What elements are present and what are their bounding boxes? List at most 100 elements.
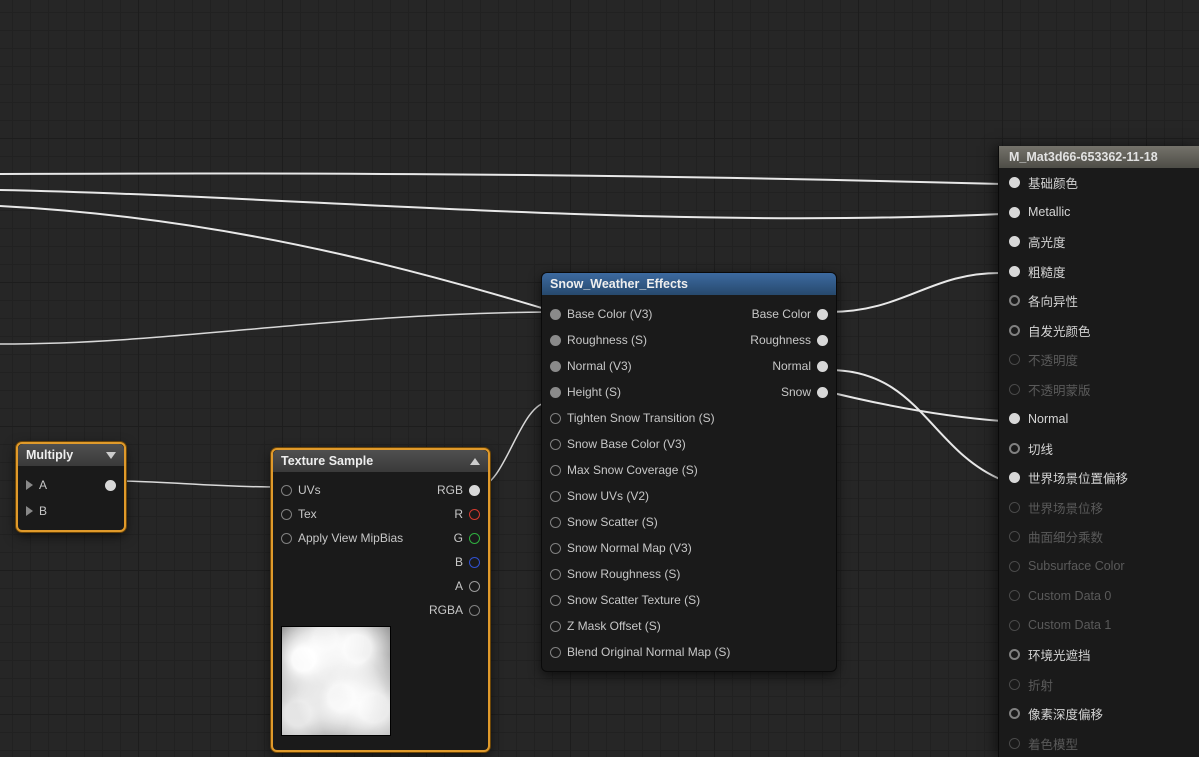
input-pin[interactable] <box>1009 472 1020 483</box>
input-pin[interactable] <box>1009 413 1020 424</box>
input-row-b[interactable]: B <box>18 498 124 524</box>
output-pin[interactable] <box>817 309 828 320</box>
node-multiply[interactable]: Multiply A B <box>16 442 126 532</box>
pin-row[interactable]: Snow UVs (V2) <box>542 483 836 509</box>
material-input-row[interactable]: Metallic <box>999 198 1199 228</box>
material-input-row[interactable]: 着色模型 <box>999 729 1199 757</box>
input-pin[interactable] <box>1009 236 1020 247</box>
material-input-row[interactable]: Custom Data 1 <box>999 611 1199 641</box>
input-pin[interactable] <box>550 361 561 372</box>
pin-row[interactable]: Snow Normal Map (V3) <box>542 535 836 561</box>
input-pin[interactable] <box>550 335 561 346</box>
input-pin[interactable] <box>550 309 561 320</box>
input-pin[interactable] <box>1009 738 1020 749</box>
node-header[interactable]: M_Mat3d66-653362-11-18 <box>999 146 1199 168</box>
node-graph-canvas[interactable]: Multiply A B Texture Sample UVs RGB <box>0 0 1199 757</box>
input-pin[interactable] <box>550 621 561 632</box>
material-input-row[interactable]: 环境光遮挡 <box>999 640 1199 670</box>
input-pin[interactable] <box>1009 502 1020 513</box>
material-input-row[interactable]: 像素深度偏移 <box>999 699 1199 729</box>
input-pin[interactable] <box>1009 561 1020 572</box>
row-uvs[interactable]: UVs RGB <box>273 478 488 502</box>
collapse-icon[interactable] <box>106 452 116 459</box>
material-input-row[interactable]: 高光度 <box>999 227 1199 257</box>
input-pin[interactable] <box>550 543 561 554</box>
output-pin-b[interactable] <box>469 557 480 568</box>
output-pin[interactable] <box>105 480 116 491</box>
input-pin[interactable] <box>550 387 561 398</box>
material-input-row[interactable]: 折射 <box>999 670 1199 700</box>
pin-row[interactable]: Snow Scatter Texture (S) <box>542 587 836 613</box>
material-input-row[interactable]: 基础颜色 <box>999 168 1199 198</box>
material-input-row[interactable]: 不透明蒙版 <box>999 375 1199 405</box>
input-pin[interactable] <box>550 517 561 528</box>
input-pin[interactable] <box>1009 649 1020 660</box>
pin-row[interactable]: Snow Roughness (S) <box>542 561 836 587</box>
pin-row[interactable]: Z Mask Offset (S) <box>542 613 836 639</box>
material-input-row[interactable]: Subsurface Color <box>999 552 1199 582</box>
output-pin-r[interactable] <box>469 509 480 520</box>
material-input-row[interactable]: 世界场景位置偏移 <box>999 463 1199 493</box>
pin-row[interactable]: Normal (V3)Normal <box>542 353 836 379</box>
output-pin-g[interactable] <box>469 533 480 544</box>
pin-row[interactable]: Roughness (S)Roughness <box>542 327 836 353</box>
node-texture-sample[interactable]: Texture Sample UVs RGB Tex R Apply View … <box>271 448 490 752</box>
input-pin[interactable] <box>1009 590 1020 601</box>
input-pin[interactable] <box>281 533 292 544</box>
input-pin[interactable] <box>550 491 561 502</box>
node-header[interactable]: Multiply <box>18 444 124 466</box>
material-input-row[interactable]: 自发光颜色 <box>999 316 1199 346</box>
input-pin[interactable] <box>1009 325 1020 336</box>
output-pin-a[interactable] <box>469 581 480 592</box>
pin-row[interactable]: Tighten Snow Transition (S) <box>542 405 836 431</box>
input-pin[interactable] <box>1009 708 1020 719</box>
input-pin[interactable] <box>550 413 561 424</box>
row-a-out[interactable]: A <box>273 574 488 598</box>
material-input-row[interactable]: Normal <box>999 404 1199 434</box>
pin-row[interactable]: Snow Scatter (S) <box>542 509 836 535</box>
pin-row[interactable]: Max Snow Coverage (S) <box>542 457 836 483</box>
input-pin[interactable] <box>1009 443 1020 454</box>
row-mipbias[interactable]: Apply View MipBias G <box>273 526 488 550</box>
pin-row[interactable]: Height (S)Snow <box>542 379 836 405</box>
row-b-out[interactable]: B <box>273 550 488 574</box>
input-pin[interactable] <box>550 595 561 606</box>
node-snow-weather-effects[interactable]: Snow_Weather_Effects Base Color (V3)Base… <box>541 272 837 672</box>
material-input-row[interactable]: 粗糙度 <box>999 257 1199 287</box>
input-pin[interactable] <box>1009 177 1020 188</box>
output-pin[interactable] <box>817 361 828 372</box>
material-input-row[interactable]: 切线 <box>999 434 1199 464</box>
pin-row[interactable]: Snow Base Color (V3) <box>542 431 836 457</box>
input-pin[interactable] <box>1009 266 1020 277</box>
input-pin[interactable] <box>550 569 561 580</box>
input-pin[interactable] <box>1009 620 1020 631</box>
material-input-row[interactable]: 各向异性 <box>999 286 1199 316</box>
input-row-a[interactable]: A <box>18 472 124 498</box>
input-pin[interactable] <box>1009 384 1020 395</box>
collapse-icon[interactable] <box>470 458 480 465</box>
row-rgba-out[interactable]: RGBA <box>273 598 488 622</box>
input-pin[interactable] <box>550 439 561 450</box>
input-pin[interactable] <box>1009 354 1020 365</box>
node-header[interactable]: Texture Sample <box>273 450 488 472</box>
input-pin[interactable] <box>281 509 292 520</box>
input-pin[interactable] <box>1009 531 1020 542</box>
pin-row[interactable]: Blend Original Normal Map (S) <box>542 639 836 665</box>
output-pin-rgba[interactable] <box>469 605 480 616</box>
pin-row[interactable]: Base Color (V3)Base Color <box>542 301 836 327</box>
node-header[interactable]: Snow_Weather_Effects <box>542 273 836 295</box>
input-pin[interactable] <box>1009 295 1020 306</box>
texture-preview[interactable] <box>281 626 391 736</box>
row-tex[interactable]: Tex R <box>273 502 488 526</box>
output-pin[interactable] <box>817 387 828 398</box>
material-input-row[interactable]: Custom Data 0 <box>999 581 1199 611</box>
input-pin[interactable] <box>550 647 561 658</box>
input-pin[interactable] <box>281 485 292 496</box>
material-input-row[interactable]: 曲面细分乘数 <box>999 522 1199 552</box>
node-material-output[interactable]: M_Mat3d66-653362-11-18 基础颜色Metallic高光度粗糙… <box>998 146 1199 757</box>
material-input-row[interactable]: 不透明度 <box>999 345 1199 375</box>
input-pin[interactable] <box>1009 679 1020 690</box>
output-pin[interactable] <box>817 335 828 346</box>
output-pin[interactable] <box>469 485 480 496</box>
material-input-row[interactable]: 世界场景位移 <box>999 493 1199 523</box>
